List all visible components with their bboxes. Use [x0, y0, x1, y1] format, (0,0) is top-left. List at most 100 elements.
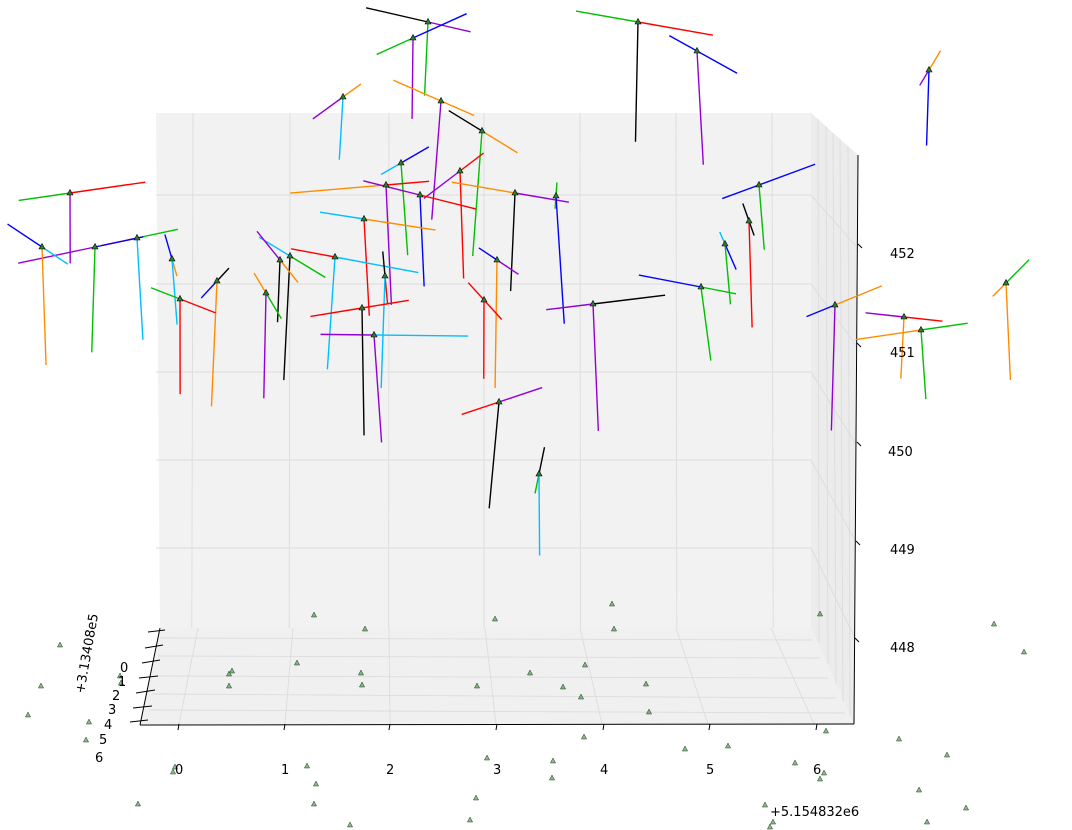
frame-axis-segment — [834, 285, 883, 306]
frame-axis-segment — [638, 274, 702, 288]
x-axis-offset-label: +5.154832e6 — [770, 805, 859, 820]
x-tick-mark — [283, 723, 286, 731]
frame-axis-segment — [310, 307, 363, 318]
pose-marker — [416, 190, 424, 198]
y-tick-label: 0 — [120, 661, 128, 676]
frame-axis-segment — [365, 7, 429, 23]
ground-marker — [548, 774, 556, 781]
y-tick-mark — [144, 644, 164, 649]
ground-marker — [526, 669, 534, 676]
z-tick-label: 452 — [890, 247, 915, 262]
ground-marker — [816, 775, 824, 782]
z-tick-label: 448 — [890, 641, 915, 656]
frame-axis-segment — [265, 292, 282, 319]
frame-axis-segment — [806, 304, 836, 318]
x-tick-mark — [388, 723, 391, 731]
z-axis-ticks: 448 449 450 451 452 — [854, 243, 915, 656]
pose-markers — [24, 17, 1028, 830]
frame-axis-segment — [393, 79, 442, 102]
pose-marker — [925, 65, 933, 73]
frame-axis-segment — [289, 255, 326, 279]
frame-axis-segment — [290, 184, 387, 194]
pose-marker — [66, 188, 74, 196]
frame-axis-segment — [758, 184, 765, 250]
orientation-frames — [7, 7, 1030, 556]
frame-axis-segment — [509, 192, 516, 292]
pose-marker — [900, 312, 908, 320]
frame-axis-segment — [467, 282, 485, 301]
frame-axis-segment — [380, 162, 402, 176]
pose-marker — [168, 254, 176, 262]
ground-marker — [85, 718, 93, 725]
frame-axis-segment — [380, 275, 386, 389]
ground-marker — [473, 682, 481, 689]
pose-marker — [634, 17, 642, 25]
frame-axis-segment — [483, 299, 503, 320]
ground-marker — [681, 745, 689, 752]
frame-axis-segment — [363, 218, 370, 316]
pose-marker — [358, 303, 366, 311]
frame-axis-segment — [496, 259, 519, 275]
y-tick-mark — [138, 675, 159, 679]
ground-marker — [310, 611, 318, 618]
frame-axis-segment — [555, 195, 565, 324]
y-tick-label: 6 — [95, 751, 103, 766]
pose-marker — [495, 397, 503, 405]
frame-axis-segment — [461, 401, 500, 416]
frame-axis-segment — [478, 247, 498, 261]
ground-marker — [225, 670, 233, 677]
ground-marker — [577, 693, 585, 700]
frame-axis-segment — [668, 35, 698, 52]
frame-axis-segment — [748, 220, 755, 236]
pose-marker — [213, 276, 221, 284]
ground-marker — [357, 669, 365, 676]
frame-axis-segment — [41, 246, 69, 265]
side-vgrid — [817, 118, 820, 643]
pose-marker — [370, 330, 378, 338]
ground-marker — [610, 625, 618, 632]
back-vgrid — [675, 112, 678, 629]
y-tick-mark — [141, 659, 161, 664]
pose-marker — [917, 325, 925, 333]
pose-marker — [360, 214, 368, 222]
frame-axis-segment — [722, 184, 760, 200]
ground-marker — [472, 794, 480, 801]
pose-marker — [424, 17, 432, 25]
frame-axis-segment — [546, 303, 594, 311]
ground-marker — [915, 786, 923, 793]
frame-axis-segment — [400, 162, 409, 256]
pose-marker — [397, 158, 405, 166]
frame-axis-segment — [459, 170, 465, 279]
frame-axis-segment — [903, 316, 943, 322]
ground-marker — [466, 816, 474, 823]
frame-axis-segment — [637, 21, 714, 36]
frame-axis-segment — [900, 316, 905, 379]
axes-gridlines — [148, 112, 857, 725]
frame-axis-segment — [427, 21, 471, 33]
ground-marker — [310, 800, 318, 807]
frame-axis-segment — [373, 334, 469, 337]
y-tick-label: 5 — [99, 733, 107, 748]
x-tick-mark — [708, 723, 711, 731]
side-vgrid — [825, 125, 829, 665]
frame-axis-segment — [498, 386, 543, 403]
frame-axis-segment — [342, 83, 362, 98]
pose-marker — [493, 255, 501, 263]
pose-marker — [721, 239, 729, 247]
ground-marker — [24, 711, 32, 718]
frame-axis-segment — [471, 130, 483, 257]
y-axis-offset-label: +3.13408e5 — [73, 612, 102, 694]
z-tick-label: 451 — [890, 346, 915, 361]
frame-axis-segment — [700, 286, 712, 361]
pose-marker — [381, 271, 389, 279]
y-tick-label: 2 — [112, 689, 120, 704]
x-tick-label: 4 — [600, 763, 608, 778]
frame-axis-segment — [724, 243, 737, 270]
ground-marker — [990, 620, 998, 627]
x-tick-label: 6 — [813, 763, 821, 778]
frame-axis-segment — [459, 152, 485, 172]
ground-marker — [642, 680, 650, 687]
back-vgrid — [191, 112, 194, 629]
ground-marker — [791, 759, 799, 766]
frame-axis-segment — [448, 109, 483, 132]
